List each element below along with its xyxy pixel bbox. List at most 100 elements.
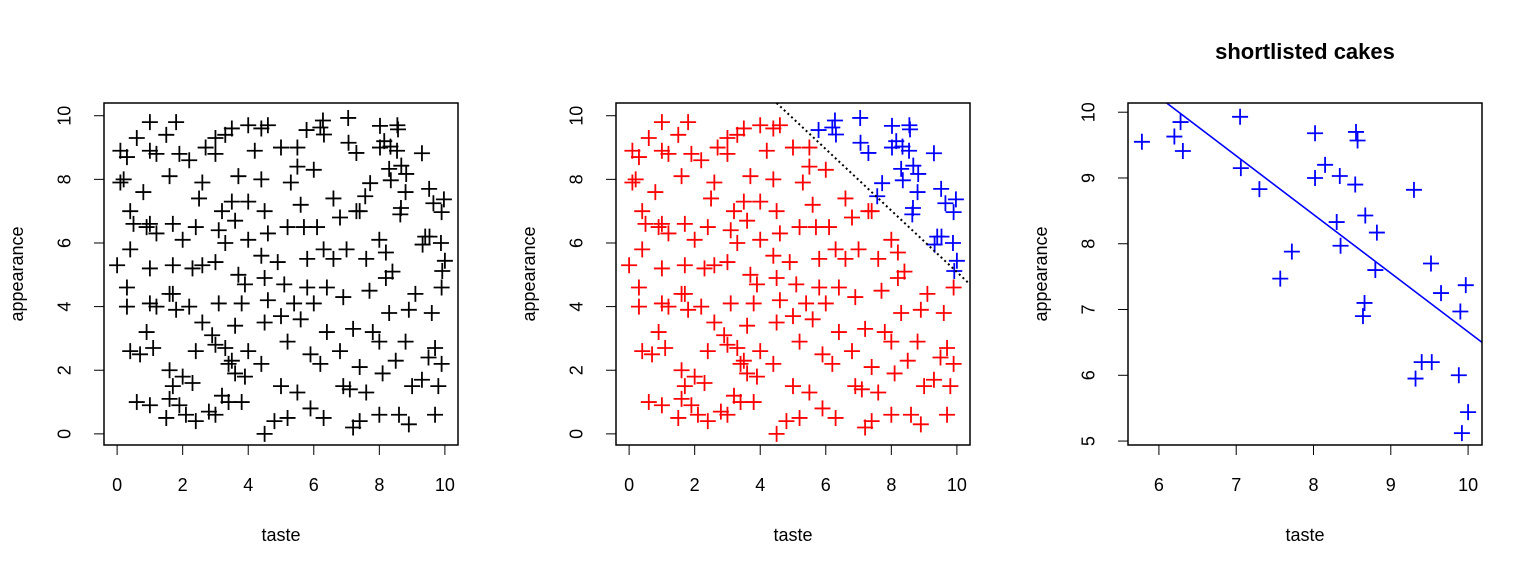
point — [240, 231, 257, 248]
point — [1422, 255, 1439, 272]
point — [752, 343, 769, 360]
point — [1347, 176, 1364, 193]
point — [826, 112, 843, 129]
point — [788, 276, 805, 293]
point — [726, 203, 742, 220]
point — [364, 324, 381, 341]
point — [207, 336, 224, 353]
point — [1450, 367, 1467, 384]
point — [164, 257, 181, 274]
point — [391, 406, 407, 423]
point — [181, 298, 198, 315]
x-tick-label: 4 — [755, 475, 765, 495]
point — [345, 320, 362, 337]
y-tick-label: 10 — [567, 106, 587, 126]
point — [852, 109, 869, 126]
point — [735, 352, 752, 369]
point — [732, 355, 749, 372]
point — [407, 285, 424, 302]
point — [719, 254, 736, 271]
point — [223, 193, 240, 210]
point — [653, 142, 670, 159]
y-tick-label: 6 — [1079, 370, 1099, 380]
point — [804, 311, 821, 328]
point — [857, 320, 874, 337]
point — [653, 397, 670, 414]
point — [683, 397, 700, 414]
point — [181, 152, 198, 169]
point — [138, 219, 155, 236]
point — [827, 126, 844, 143]
point — [785, 139, 801, 156]
point — [299, 279, 316, 296]
point — [223, 352, 240, 369]
point — [374, 365, 391, 382]
point — [650, 219, 667, 236]
point — [660, 145, 677, 162]
point — [436, 252, 453, 269]
point — [621, 257, 638, 274]
point — [164, 285, 181, 302]
point — [801, 384, 818, 401]
point — [1172, 114, 1189, 131]
point — [118, 279, 135, 296]
point — [223, 120, 240, 137]
point — [289, 139, 306, 156]
point — [227, 317, 244, 334]
point — [827, 409, 844, 426]
point — [925, 371, 942, 388]
point — [292, 311, 309, 328]
point — [1460, 404, 1477, 421]
point — [706, 257, 723, 274]
x-tick-label: 8 — [886, 475, 896, 495]
y-axis-label: appearance — [1031, 226, 1051, 321]
point — [361, 282, 378, 299]
point — [1307, 169, 1324, 186]
point — [158, 126, 175, 143]
point — [630, 298, 647, 315]
point — [371, 231, 388, 248]
point — [259, 225, 276, 242]
point — [377, 244, 394, 261]
point — [177, 406, 194, 423]
x-axis-label: taste — [261, 525, 300, 545]
point — [801, 158, 818, 175]
point — [729, 234, 746, 251]
point — [390, 121, 407, 138]
point — [1251, 181, 1268, 198]
point — [273, 308, 289, 325]
point — [348, 203, 365, 220]
point — [739, 212, 756, 229]
point — [207, 129, 224, 146]
point — [161, 362, 178, 379]
y-tick-label: 10 — [1079, 102, 1099, 122]
point — [935, 304, 952, 321]
point — [207, 254, 224, 271]
point — [722, 295, 739, 312]
point — [752, 231, 769, 248]
point — [693, 298, 710, 315]
point — [905, 157, 922, 174]
point — [903, 406, 919, 423]
point — [135, 184, 152, 201]
point — [351, 413, 368, 430]
point — [912, 416, 929, 433]
point — [332, 343, 348, 360]
point — [860, 203, 877, 220]
point — [187, 413, 204, 430]
point — [837, 190, 854, 207]
x-tick-label: 7 — [1231, 475, 1241, 495]
point — [719, 406, 736, 423]
point — [434, 262, 451, 279]
point — [236, 368, 253, 385]
point — [312, 355, 329, 372]
point — [735, 193, 752, 210]
point — [742, 168, 759, 185]
point — [236, 276, 253, 293]
point — [768, 425, 785, 442]
point — [256, 314, 273, 331]
point — [852, 134, 869, 151]
point — [315, 241, 332, 258]
y-tick-label: 6 — [567, 238, 587, 248]
point — [857, 419, 874, 436]
